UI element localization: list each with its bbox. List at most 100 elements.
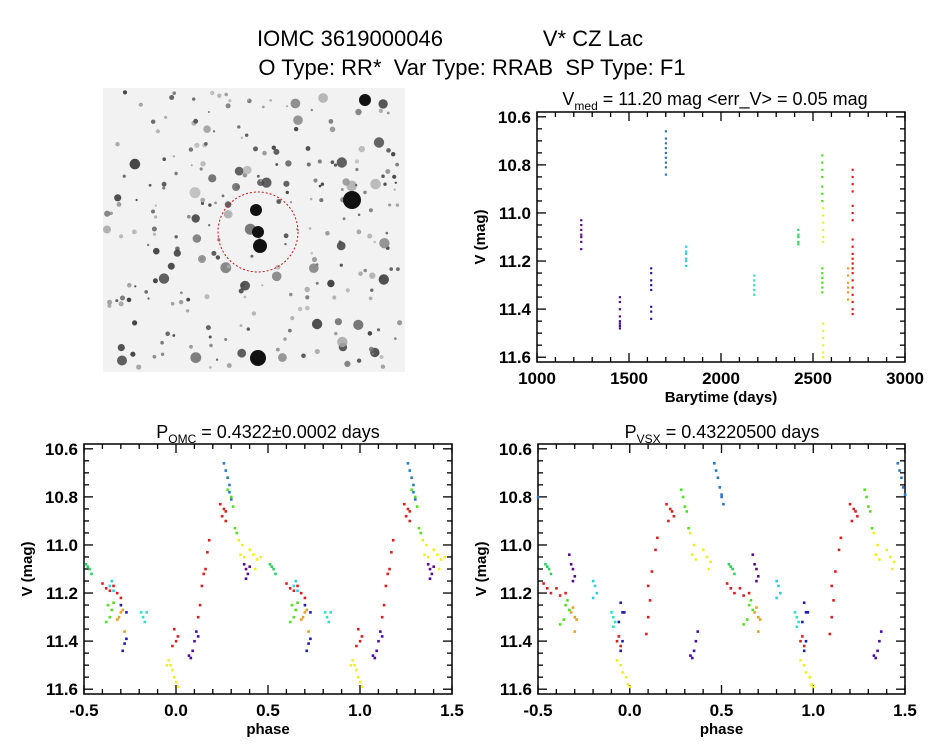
star: [115, 142, 120, 147]
data-point: [804, 611, 808, 614]
star: [356, 358, 362, 363]
data-point: [851, 257, 854, 260]
data-point: [753, 611, 756, 614]
star: [311, 318, 323, 330]
data-point: [117, 615, 121, 619]
data-point: [851, 204, 854, 207]
star: [237, 348, 247, 358]
star: [188, 147, 194, 152]
star: [193, 118, 199, 124]
data-point: [121, 649, 125, 653]
data-point: [664, 161, 667, 164]
data-point: [753, 274, 756, 277]
data-point: [610, 611, 613, 614]
data-point: [821, 276, 824, 280]
star: [154, 204, 157, 207]
data-point: [650, 305, 653, 308]
data-point: [580, 228, 583, 231]
star: [167, 262, 175, 270]
star: [290, 316, 295, 321]
lightcurve-time-panel: 1000 1500 2000 2500 3000 10.6 10.8 11.0 11.2 11.4…: [472, 108, 924, 406]
star: [256, 174, 260, 178]
data-point: [821, 161, 824, 164]
star: [200, 201, 205, 205]
data-point: [228, 490, 231, 494]
data-point: [428, 577, 432, 581]
data-point: [112, 584, 115, 588]
data-point: [705, 555, 709, 559]
data-point: [795, 615, 799, 619]
data-point: [821, 267, 824, 270]
star: [160, 352, 165, 356]
star: [328, 119, 334, 124]
bright-star: [252, 226, 264, 238]
data-point: [84, 562, 88, 566]
star: [224, 338, 228, 341]
data-point: [200, 584, 204, 588]
data-point: [727, 562, 731, 566]
data-point: [272, 567, 275, 571]
data-point: [846, 298, 850, 301]
star: [386, 148, 391, 153]
star: [304, 286, 310, 293]
star: [271, 145, 276, 150]
data-point: [707, 567, 711, 571]
data-point: [901, 486, 905, 489]
data-point: [123, 642, 126, 645]
data-point: [751, 608, 755, 612]
data-point: [626, 683, 630, 686]
data-point: [687, 526, 690, 530]
data-point: [664, 173, 667, 176]
data-point: [187, 654, 191, 657]
y-tick-label: 11.6: [499, 348, 531, 367]
data-point: [294, 579, 297, 583]
data-point: [307, 630, 310, 633]
star: [187, 214, 191, 219]
data-point: [617, 635, 621, 638]
data-point: [360, 685, 364, 689]
data-point: [729, 587, 733, 590]
data-point: [231, 505, 235, 508]
star: [381, 174, 385, 178]
star: [208, 366, 212, 369]
star: [117, 344, 125, 352]
data-point: [685, 252, 688, 256]
star: [109, 211, 113, 215]
star: [164, 115, 168, 119]
data-point: [542, 582, 545, 585]
star: [339, 263, 343, 267]
bright-star: [359, 94, 371, 106]
data-point: [692, 543, 696, 547]
data-point: [423, 553, 426, 556]
star: [327, 279, 335, 288]
data-point: [402, 502, 406, 506]
data-point: [386, 572, 389, 576]
data-point: [851, 211, 854, 215]
data-point: [303, 596, 307, 600]
data-point: [380, 635, 384, 638]
data-point: [536, 495, 540, 499]
data-point: [872, 531, 876, 535]
data-point: [797, 240, 800, 244]
data-point: [852, 507, 856, 511]
data-point: [239, 553, 242, 556]
star: [239, 324, 243, 327]
data-point: [90, 572, 93, 576]
data-point: [323, 611, 327, 614]
data-point: [878, 639, 881, 643]
data-point: [571, 606, 575, 609]
data-point: [654, 548, 657, 552]
star: [342, 217, 346, 221]
data-point: [667, 519, 670, 523]
data-point: [679, 488, 683, 492]
star: [377, 352, 380, 355]
data-point: [802, 649, 806, 653]
data-point: [685, 245, 688, 248]
data-point: [839, 536, 843, 540]
data-point: [822, 221, 825, 224]
data-point: [757, 630, 760, 633]
star: [283, 233, 289, 239]
star: [160, 340, 164, 345]
data-point: [892, 560, 896, 564]
data-point: [745, 618, 749, 621]
